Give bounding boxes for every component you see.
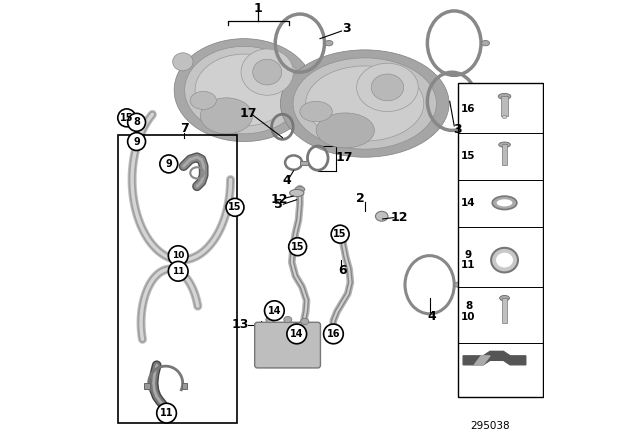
Ellipse shape [316,113,374,148]
Text: 13: 13 [232,318,249,331]
Text: 7: 7 [180,122,189,135]
Ellipse shape [325,40,333,46]
Ellipse shape [284,316,292,323]
Ellipse shape [356,63,419,112]
Text: 15: 15 [291,241,305,252]
Circle shape [157,403,177,423]
Text: 5: 5 [273,198,282,211]
Circle shape [264,301,284,320]
Ellipse shape [371,74,404,101]
Circle shape [287,324,307,344]
Circle shape [118,109,136,127]
Ellipse shape [306,66,424,141]
Circle shape [324,324,343,344]
Text: 10: 10 [461,312,476,323]
Bar [502,297,508,323]
FancyBboxPatch shape [255,322,321,368]
Circle shape [289,238,307,256]
Text: 11: 11 [160,408,173,418]
Ellipse shape [280,50,449,157]
Text: 4: 4 [282,174,291,187]
Bar [144,383,150,388]
Text: 8: 8 [133,117,140,127]
Circle shape [160,155,178,173]
Circle shape [168,262,188,281]
Ellipse shape [376,211,388,221]
Circle shape [331,225,349,243]
Text: 15: 15 [333,229,347,239]
Ellipse shape [500,295,509,301]
Text: 6: 6 [338,264,347,277]
Text: 8: 8 [465,301,472,311]
Bar [458,83,543,396]
Ellipse shape [301,318,309,324]
Ellipse shape [173,53,193,71]
Circle shape [168,246,188,266]
Ellipse shape [499,94,511,99]
Circle shape [127,133,145,151]
Ellipse shape [241,49,293,95]
Bar [300,161,308,165]
Ellipse shape [491,248,518,272]
Ellipse shape [477,99,485,104]
Text: 15: 15 [460,151,475,161]
Text: 3: 3 [453,123,461,136]
Bar [502,144,508,165]
Ellipse shape [497,199,513,207]
Text: 11: 11 [461,260,476,271]
Text: 16: 16 [326,329,340,339]
Polygon shape [474,356,490,365]
Text: 15: 15 [120,113,134,123]
Text: 9: 9 [165,159,172,169]
Ellipse shape [190,91,216,109]
Ellipse shape [300,101,332,122]
Ellipse shape [195,54,293,126]
Text: 3: 3 [342,22,351,35]
Text: 9: 9 [133,137,140,146]
Text: 11: 11 [172,267,184,276]
Circle shape [226,198,244,216]
Text: 17: 17 [336,151,353,164]
Ellipse shape [454,282,463,288]
Ellipse shape [499,142,510,147]
Ellipse shape [496,253,513,267]
Text: 15: 15 [228,202,242,212]
Ellipse shape [184,47,303,134]
Ellipse shape [289,190,304,197]
Text: 12: 12 [391,211,408,224]
Ellipse shape [266,316,274,323]
Bar [501,96,508,116]
Ellipse shape [253,59,282,85]
Ellipse shape [481,40,490,46]
Circle shape [127,113,145,131]
Text: 4: 4 [428,310,436,323]
Text: 295038: 295038 [470,421,510,431]
Text: 14: 14 [290,329,303,339]
Bar [182,383,187,388]
Text: 2: 2 [356,192,365,205]
Text: 14: 14 [460,198,475,208]
Ellipse shape [502,116,507,119]
Bar [118,135,237,423]
Text: 10: 10 [172,251,184,260]
Text: 17: 17 [239,108,257,121]
Ellipse shape [295,186,305,192]
Ellipse shape [492,196,517,210]
Text: 1: 1 [254,2,262,15]
Text: 9: 9 [465,250,472,260]
Text: 14: 14 [268,306,281,316]
Ellipse shape [293,58,436,149]
Polygon shape [463,351,526,365]
Text: 12: 12 [270,193,287,206]
Text: 16: 16 [460,104,475,114]
Ellipse shape [174,39,314,142]
Ellipse shape [200,98,253,134]
